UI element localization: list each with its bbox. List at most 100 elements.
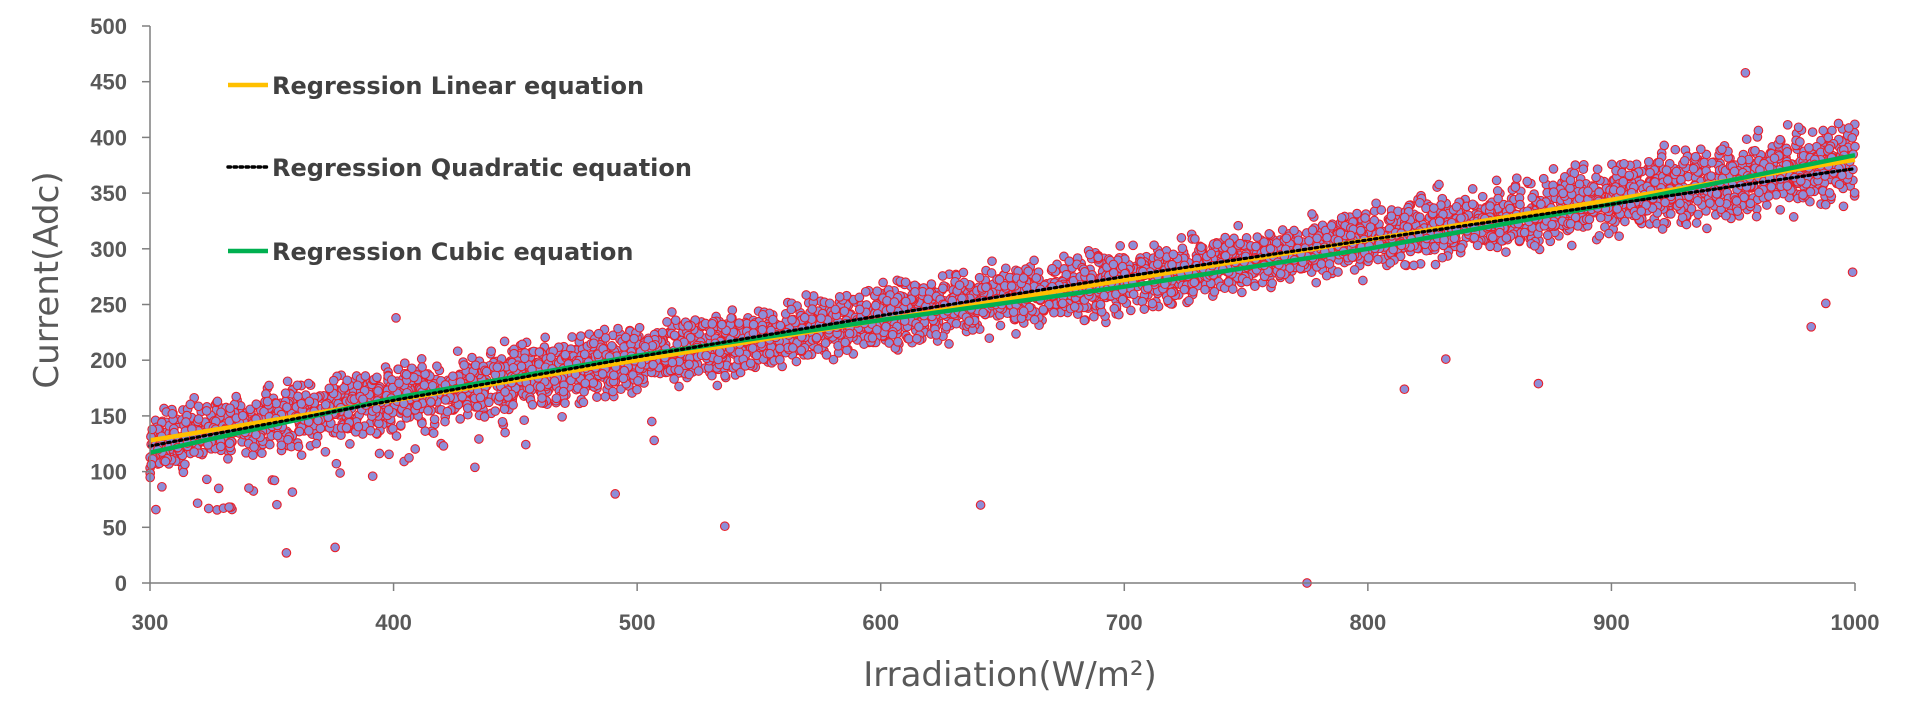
scatter-point [1522,176,1533,187]
scatter-point [1741,134,1752,145]
scatter-point [257,448,267,459]
scatter-point [1089,311,1099,322]
scatter-point [1322,232,1332,243]
scatter-point [294,426,305,437]
scatter-point [213,483,224,494]
scatter-point [509,348,519,359]
scatter-point [910,287,920,297]
scatter-point [705,327,716,337]
scatter-point [1548,187,1559,197]
scatter-point [1570,160,1581,170]
scatter-point [1775,204,1786,215]
scatter-point [951,318,962,329]
scatter-point [1371,198,1381,209]
scatter-point [757,324,768,335]
scatter-point [1038,304,1049,315]
scatter-point [1109,303,1120,314]
scatter-point [500,427,510,438]
scatter-point [745,358,756,369]
scatter-point [1592,164,1603,175]
scatter-point [269,475,280,486]
scatter-point [426,397,436,407]
scatter-point [1782,147,1793,157]
scatter-point [667,357,678,368]
scatter-point [1798,190,1808,200]
scatter-point [178,467,189,478]
scatter-point [608,386,618,397]
scatter-point [995,320,1006,331]
scatter-point [1645,167,1655,178]
scatter-point [1386,211,1397,222]
scatter-point [588,338,599,349]
scatter-point [391,431,402,441]
scatter-point [157,481,167,492]
scatter-point [1360,213,1370,223]
scatter-point [1657,224,1668,234]
scatter-point [147,424,158,435]
scatter-point [276,440,287,451]
scatter-points [145,67,1860,588]
scatter-point [775,320,786,331]
scatter-point [520,439,531,450]
scatter-point [384,449,394,460]
scatter-point [1093,252,1104,263]
scatter-point [1467,184,1478,194]
scatter-point [499,336,510,347]
scatter-point [1795,137,1805,147]
scatter-point [1307,209,1317,219]
scatter-point [372,372,382,383]
scatter-point [438,441,449,451]
scatter-point [1316,259,1327,269]
scatter-point [423,405,433,416]
scatter-point [402,407,412,418]
scatter-point [1519,227,1530,238]
scatter-point [1321,270,1332,281]
scatter-point [758,309,768,320]
scatter-point [1702,223,1712,234]
scatter-point [527,399,538,410]
scatter-point [455,414,466,424]
scatter-point [452,346,463,357]
scatter-point [1690,151,1701,162]
scatter-point [608,370,619,381]
scatter-point [1399,212,1410,223]
scatter-point [1049,307,1059,318]
scatter-point [1753,125,1764,136]
scatter-point [440,416,450,427]
scatter-point [1736,155,1747,166]
scatter-point [1047,263,1058,274]
scatter-point [1565,218,1576,229]
scatter-point [1705,198,1715,208]
scatter-point [683,321,693,331]
scatter-point [674,381,684,392]
scatter-point [674,365,684,376]
scatter-point [1355,225,1366,236]
scatter-point [1149,240,1159,251]
scatter-point [1788,212,1799,222]
scatter-point [535,382,546,392]
scatter-point [593,328,604,339]
scatter-point [579,386,589,397]
scatter-point [1614,231,1624,242]
scatter-point [1190,234,1200,244]
scatter-point [395,420,406,431]
scatter-point [1029,255,1039,266]
scatter-point [1620,216,1630,227]
scatter-point [1659,140,1670,151]
scatter-point [225,403,235,414]
scatter-point [944,339,954,349]
scatter-point [1491,175,1502,186]
scatter-point [367,471,378,482]
scatter-point [1732,206,1743,216]
scatter-point [1624,170,1635,181]
scatter-point [1548,164,1559,174]
scatter-point [1373,254,1383,265]
scatter-point [1200,284,1210,295]
scatter-point [1000,263,1011,274]
scatter-point [1223,277,1234,287]
scatter-point [201,474,212,485]
scatter-point [1333,267,1343,277]
scatter-point [264,380,274,391]
scatter-point [872,324,882,335]
scatter-point [1434,179,1444,190]
